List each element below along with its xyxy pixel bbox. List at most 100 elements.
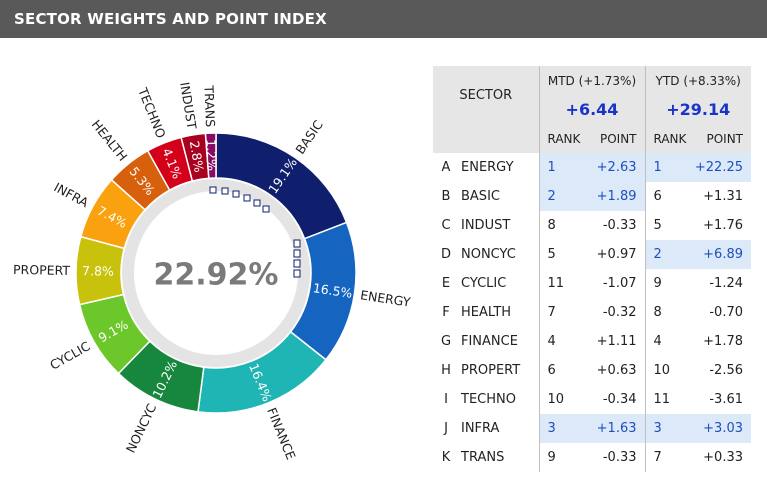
marker-box [243, 194, 251, 202]
row-ytd-point: +22.25 [693, 153, 751, 182]
slice-name-label: INDUST [177, 81, 200, 131]
row-mtd-point: +0.97 [596, 247, 637, 262]
row-mtd-point: +1.11 [596, 334, 637, 349]
row-ytd-rank: 5 [644, 211, 693, 240]
row-mtd-rank: 4 [538, 327, 587, 356]
row-letter: J [444, 421, 448, 436]
row-ytd-rank: 11 [644, 385, 693, 414]
table-row: G FINANCE 4 +1.11 4 +1.78 [433, 327, 751, 356]
row-letter: C [441, 218, 451, 233]
row-ytd-point: +0.33 [703, 450, 743, 465]
slice-name-label: TRANS [201, 84, 218, 127]
slice-value-label: 1.2% [203, 139, 219, 171]
row-mtd-point: +1.89 [587, 182, 645, 211]
row-mtd-point: -0.33 [602, 450, 637, 465]
row-sector-name: INFRA [461, 421, 500, 436]
row-ytd-rank: 6 [644, 182, 693, 211]
slice-name-label: FINANCE [264, 405, 299, 461]
row-letter: E [441, 276, 451, 291]
marker-box [253, 199, 261, 207]
row-ytd-rank: 4 [644, 327, 693, 356]
row-mtd-rank: 7 [538, 298, 587, 327]
row-letter: D [440, 247, 451, 262]
row-sector-name: TECHNO [461, 392, 516, 407]
sector-subheader-blank [433, 124, 539, 153]
row-ytd-rank: 1 [644, 153, 693, 182]
slice-trans [204, 132, 217, 180]
row-ytd-rank: 2 [644, 240, 693, 269]
row-sector-name: TRANS [461, 450, 505, 465]
slice-value-label: 16.5% [312, 280, 354, 301]
row-letter: A [441, 160, 451, 175]
row-mtd-point: +2.63 [587, 153, 645, 182]
row-mtd-point: -0.34 [602, 392, 637, 407]
marker-box [293, 269, 301, 278]
row-sector-name: INDUST [461, 218, 511, 233]
row-ytd-point: -3.61 [709, 392, 743, 407]
row-mtd-rank: 1 [538, 153, 587, 182]
row-letter: K [441, 450, 451, 465]
row-mtd-rank: 10 [538, 385, 587, 414]
table-row: F HEALTH 7 -0.32 8 -0.70 [433, 298, 751, 327]
row-mtd-point: +0.63 [596, 363, 637, 378]
ytd-header: YTD (+8.33%) [644, 66, 751, 95]
row-letter: G [440, 334, 452, 349]
slice-value-label: 7.8% [82, 263, 114, 279]
row-sector-name: BASIC [461, 189, 500, 204]
ytd-point-header: POINT [706, 131, 743, 146]
marker-box [293, 259, 301, 268]
table-row: I TECHNO 10 -0.34 11 -3.61 [433, 385, 751, 414]
row-ytd-rank: 10 [644, 356, 693, 385]
mtd-rank-header: RANK [538, 124, 587, 153]
row-ytd-point: +1.78 [703, 334, 743, 349]
slice-name-label: ENERGY [359, 287, 412, 309]
mtd-point-header: POINT [599, 131, 637, 146]
table-row: K TRANS 9 -0.33 7 +0.33 [433, 443, 751, 472]
row-sector-name: PROPERT [461, 363, 521, 378]
slice-name-label: INFRA [51, 179, 91, 210]
row-mtd-point: -0.33 [602, 218, 637, 233]
center-value: 22.92% [154, 258, 279, 293]
slice-name-label: PROPERT [13, 262, 71, 278]
row-sector-name: ENERGY [461, 160, 514, 175]
row-sector-name: HEALTH [461, 305, 512, 320]
ytd-total: +29.14 [644, 95, 751, 124]
row-ytd-point: -1.24 [709, 276, 743, 291]
inner-ring [122, 179, 310, 367]
marker-box [221, 187, 229, 195]
sector-header: SECTOR [459, 87, 513, 103]
row-mtd-point: +1.63 [587, 414, 645, 443]
row-ytd-point: +3.03 [693, 414, 751, 443]
row-mtd-rank: 8 [538, 211, 587, 240]
ytd-rank-header: RANK [644, 124, 693, 153]
row-ytd-rank: 3 [644, 414, 693, 443]
row-mtd-point: -0.32 [602, 305, 637, 320]
row-mtd-rank: 2 [538, 182, 587, 211]
marker-box [262, 205, 270, 213]
row-ytd-rank: 7 [644, 443, 693, 472]
row-sector-name: CYCLIC [461, 276, 507, 291]
mtd-total: +6.44 [538, 95, 645, 124]
slice-name-label: CYCLIC [47, 338, 93, 373]
row-mtd-rank: 6 [538, 356, 587, 385]
mtd-header: MTD (+1.73%) [538, 66, 645, 95]
table-row: E CYCLIC 11 -1.07 9 -1.24 [433, 269, 751, 298]
slice-name-label: TECHNO [135, 85, 169, 141]
slice-value-label: 2.8% [187, 140, 207, 174]
row-ytd-point: -2.56 [709, 363, 743, 378]
row-letter: B [441, 189, 451, 204]
row-ytd-rank: 8 [644, 298, 693, 327]
row-sector-name: NONCYC [461, 247, 516, 262]
table-row: A ENERGY 1 +2.63 1 +22.25 [433, 153, 751, 182]
sector-point-table: SECTOR MTD (+1.73%) YTD (+8.33%) +6.44 +… [433, 66, 751, 472]
row-mtd-rank: 9 [538, 443, 587, 472]
marker-box [293, 249, 301, 258]
table-row: B BASIC 2 +1.89 6 +1.31 [433, 182, 751, 211]
row-letter: I [444, 392, 448, 407]
table-row: C INDUST 8 -0.33 5 +1.76 [433, 211, 751, 240]
slice-name-label: NONCYC [123, 401, 160, 455]
slice-name-label: BASIC [292, 117, 326, 157]
page-title: SECTOR WEIGHTS AND POINT INDEX [0, 0, 767, 38]
row-mtd-rank: 3 [538, 414, 587, 443]
